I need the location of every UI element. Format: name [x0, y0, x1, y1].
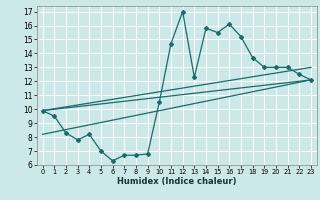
X-axis label: Humidex (Indice chaleur): Humidex (Indice chaleur) [117, 177, 236, 186]
